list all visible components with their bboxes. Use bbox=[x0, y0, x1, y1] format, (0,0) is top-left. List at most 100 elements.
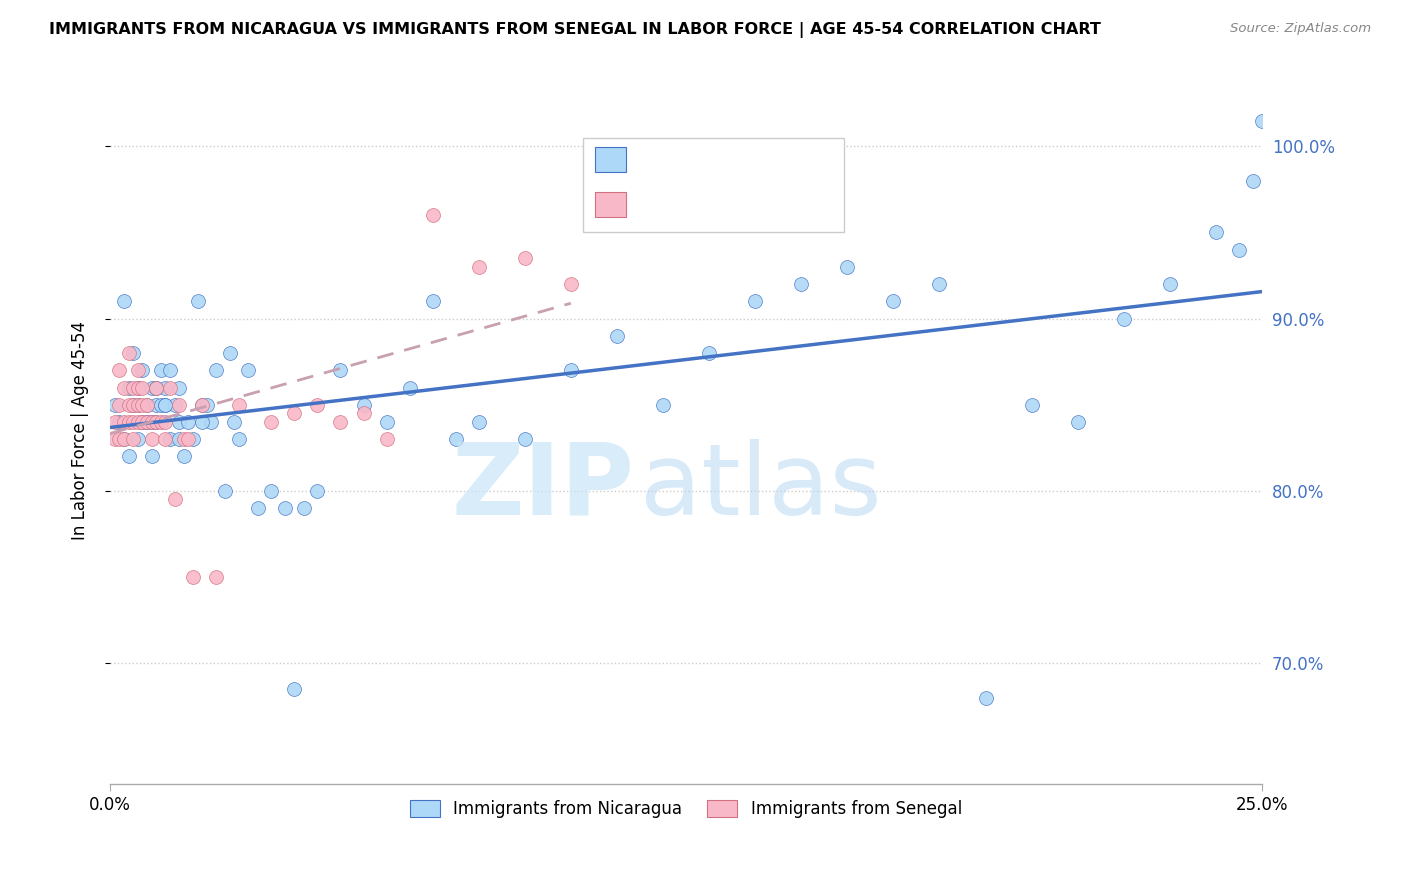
Immigrants from Nicaragua bbox=[191, 398, 214, 412]
Immigrants from Nicaragua bbox=[159, 432, 181, 446]
Immigrants from Nicaragua bbox=[260, 483, 283, 498]
Immigrants from Nicaragua bbox=[131, 363, 153, 377]
Immigrants from Nicaragua bbox=[228, 432, 250, 446]
Immigrants from Nicaragua bbox=[375, 415, 398, 429]
Immigrants from Nicaragua bbox=[195, 398, 218, 412]
Text: Source: ZipAtlas.com: Source: ZipAtlas.com bbox=[1230, 22, 1371, 36]
Immigrants from Senegal bbox=[155, 415, 177, 429]
Immigrants from Nicaragua bbox=[159, 363, 181, 377]
Immigrants from Senegal bbox=[122, 415, 145, 429]
Immigrants from Nicaragua bbox=[181, 432, 204, 446]
Immigrants from Nicaragua bbox=[1159, 277, 1181, 292]
Immigrants from Senegal bbox=[104, 415, 127, 429]
Immigrants from Senegal bbox=[513, 252, 536, 266]
Immigrants from Nicaragua bbox=[145, 415, 167, 429]
Immigrants from Senegal bbox=[260, 415, 283, 429]
Legend: Immigrants from Nicaragua, Immigrants from Senegal: Immigrants from Nicaragua, Immigrants fr… bbox=[404, 793, 969, 825]
Immigrants from Nicaragua bbox=[218, 346, 240, 360]
Immigrants from Nicaragua bbox=[467, 415, 489, 429]
Immigrants from Nicaragua bbox=[329, 363, 352, 377]
Text: 50: 50 bbox=[769, 196, 792, 214]
Immigrants from Senegal bbox=[122, 380, 145, 394]
Immigrants from Nicaragua bbox=[177, 415, 200, 429]
Immigrants from Senegal bbox=[159, 380, 181, 394]
Immigrants from Nicaragua bbox=[1251, 113, 1274, 128]
Text: 0.364: 0.364 bbox=[676, 152, 728, 169]
Immigrants from Nicaragua bbox=[200, 415, 222, 429]
Immigrants from Senegal bbox=[181, 570, 204, 584]
Immigrants from Senegal bbox=[173, 432, 195, 446]
Immigrants from Nicaragua bbox=[274, 501, 297, 516]
Immigrants from Nicaragua bbox=[117, 380, 139, 394]
Immigrants from Senegal bbox=[127, 398, 149, 412]
Immigrants from Senegal bbox=[149, 415, 172, 429]
Immigrants from Senegal bbox=[163, 492, 186, 507]
Immigrants from Nicaragua bbox=[127, 380, 149, 394]
Immigrants from Nicaragua bbox=[191, 415, 214, 429]
Immigrants from Nicaragua bbox=[560, 363, 582, 377]
Immigrants from Nicaragua bbox=[882, 294, 904, 309]
Immigrants from Nicaragua bbox=[136, 415, 159, 429]
Immigrants from Nicaragua bbox=[1241, 174, 1264, 188]
Immigrants from Senegal bbox=[145, 380, 167, 394]
Immigrants from Nicaragua bbox=[141, 450, 163, 464]
Immigrants from Nicaragua bbox=[1021, 398, 1043, 412]
Text: R =: R = bbox=[637, 152, 676, 169]
Immigrants from Nicaragua bbox=[974, 690, 997, 705]
Immigrants from Senegal bbox=[136, 415, 159, 429]
Immigrants from Nicaragua bbox=[444, 432, 467, 446]
Text: N =: N = bbox=[731, 196, 783, 214]
Immigrants from Nicaragua bbox=[224, 415, 246, 429]
Immigrants from Nicaragua bbox=[149, 398, 172, 412]
Immigrants from Nicaragua bbox=[145, 380, 167, 394]
Text: R =: R = bbox=[637, 196, 682, 214]
Immigrants from Senegal bbox=[145, 415, 167, 429]
Immigrants from Nicaragua bbox=[513, 432, 536, 446]
Immigrants from Senegal bbox=[127, 363, 149, 377]
Immigrants from Senegal bbox=[127, 415, 149, 429]
Immigrants from Nicaragua bbox=[307, 483, 329, 498]
Immigrants from Nicaragua bbox=[283, 681, 305, 696]
Immigrants from Nicaragua bbox=[117, 450, 139, 464]
Immigrants from Senegal bbox=[108, 432, 131, 446]
Text: 0.114: 0.114 bbox=[682, 196, 733, 214]
Immigrants from Nicaragua bbox=[744, 294, 766, 309]
Immigrants from Senegal bbox=[122, 432, 145, 446]
Immigrants from Senegal bbox=[375, 432, 398, 446]
Immigrants from Nicaragua bbox=[790, 277, 813, 292]
Text: 82: 82 bbox=[769, 152, 792, 169]
Immigrants from Nicaragua bbox=[155, 380, 177, 394]
Immigrants from Nicaragua bbox=[122, 398, 145, 412]
Immigrants from Senegal bbox=[205, 570, 228, 584]
Immigrants from Nicaragua bbox=[141, 415, 163, 429]
Immigrants from Nicaragua bbox=[167, 432, 190, 446]
Immigrants from Senegal bbox=[353, 406, 375, 420]
Immigrants from Nicaragua bbox=[353, 398, 375, 412]
Immigrants from Nicaragua bbox=[104, 398, 127, 412]
Immigrants from Nicaragua bbox=[136, 415, 159, 429]
Immigrants from Nicaragua bbox=[187, 294, 209, 309]
Immigrants from Nicaragua bbox=[1112, 311, 1135, 326]
Y-axis label: In Labor Force | Age 45-54: In Labor Force | Age 45-54 bbox=[72, 321, 89, 540]
Text: IMMIGRANTS FROM NICARAGUA VS IMMIGRANTS FROM SENEGAL IN LABOR FORCE | AGE 45-54 : IMMIGRANTS FROM NICARAGUA VS IMMIGRANTS … bbox=[49, 22, 1101, 38]
Immigrants from Senegal bbox=[127, 380, 149, 394]
Immigrants from Senegal bbox=[191, 398, 214, 412]
Immigrants from Nicaragua bbox=[167, 380, 190, 394]
Immigrants from Nicaragua bbox=[145, 398, 167, 412]
Immigrants from Nicaragua bbox=[292, 501, 315, 516]
Immigrants from Senegal bbox=[112, 432, 135, 446]
Immigrants from Senegal bbox=[131, 380, 153, 394]
Immigrants from Senegal bbox=[283, 406, 305, 420]
Immigrants from Senegal bbox=[141, 415, 163, 429]
Immigrants from Nicaragua bbox=[127, 398, 149, 412]
Immigrants from Nicaragua bbox=[697, 346, 720, 360]
Immigrants from Senegal bbox=[136, 398, 159, 412]
Immigrants from Senegal bbox=[131, 398, 153, 412]
Immigrants from Nicaragua bbox=[1067, 415, 1090, 429]
Immigrants from Senegal bbox=[112, 415, 135, 429]
Immigrants from Nicaragua bbox=[837, 260, 859, 274]
Immigrants from Senegal bbox=[108, 398, 131, 412]
Immigrants from Senegal bbox=[122, 398, 145, 412]
Immigrants from Nicaragua bbox=[173, 450, 195, 464]
Immigrants from Senegal bbox=[117, 398, 139, 412]
